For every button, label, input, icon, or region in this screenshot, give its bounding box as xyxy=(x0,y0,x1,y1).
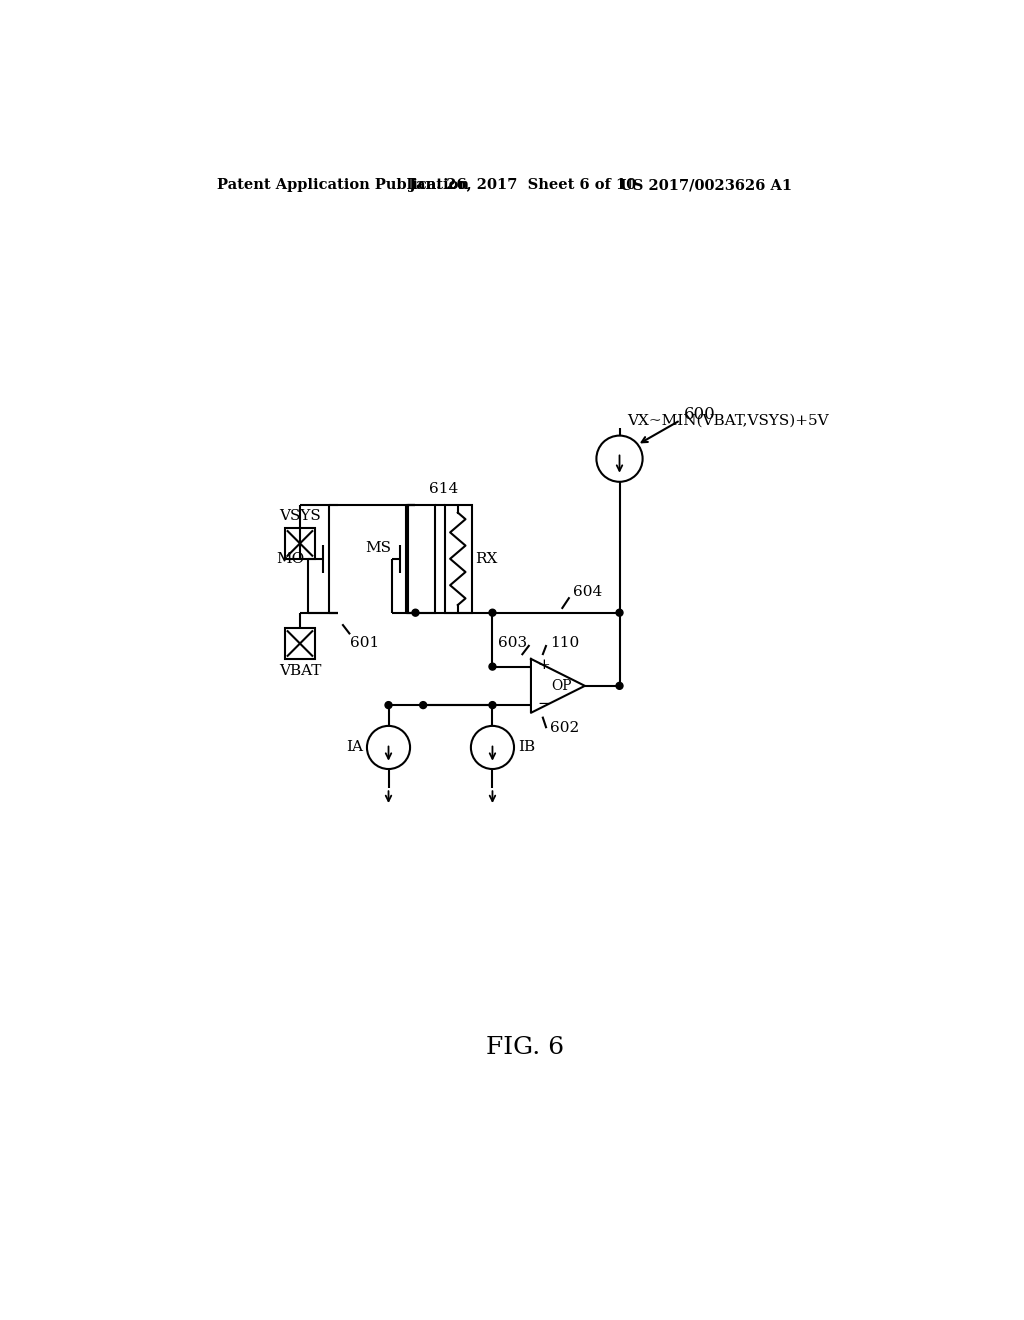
Text: OP: OP xyxy=(552,678,572,693)
Text: US 2017/0023626 A1: US 2017/0023626 A1 xyxy=(621,178,793,193)
Bar xyxy=(285,628,315,659)
Text: FIG. 6: FIG. 6 xyxy=(485,1036,564,1059)
Circle shape xyxy=(616,610,623,616)
Text: MS: MS xyxy=(365,541,391,554)
Circle shape xyxy=(489,610,496,616)
Circle shape xyxy=(489,663,496,671)
Text: 614: 614 xyxy=(429,482,458,496)
Text: Jan. 26, 2017  Sheet 6 of 10: Jan. 26, 2017 Sheet 6 of 10 xyxy=(410,178,637,193)
Text: 602: 602 xyxy=(550,721,580,734)
Text: 603: 603 xyxy=(498,636,527,649)
Text: VBAT: VBAT xyxy=(279,664,322,677)
Text: 600: 600 xyxy=(683,405,715,422)
Text: VX~MIN(VBAT,VSYS)+5V: VX~MIN(VBAT,VSYS)+5V xyxy=(628,413,828,428)
Text: VSYS: VSYS xyxy=(280,510,321,524)
Text: 110: 110 xyxy=(550,636,580,649)
Text: IA: IA xyxy=(346,741,364,755)
Bar xyxy=(408,506,435,612)
Circle shape xyxy=(420,702,427,709)
Text: +: + xyxy=(538,659,550,672)
Bar xyxy=(285,528,315,558)
Text: IB: IB xyxy=(518,741,535,755)
Bar xyxy=(444,506,472,612)
Circle shape xyxy=(616,682,623,689)
Text: 601: 601 xyxy=(350,636,379,649)
Text: −: − xyxy=(538,697,550,711)
Circle shape xyxy=(412,610,419,616)
Text: MO: MO xyxy=(276,552,304,566)
Circle shape xyxy=(489,702,496,709)
Text: RX: RX xyxy=(475,552,498,566)
Circle shape xyxy=(385,702,392,709)
Text: 604: 604 xyxy=(573,585,602,599)
Text: Patent Application Publication: Patent Application Publication xyxy=(217,178,469,193)
